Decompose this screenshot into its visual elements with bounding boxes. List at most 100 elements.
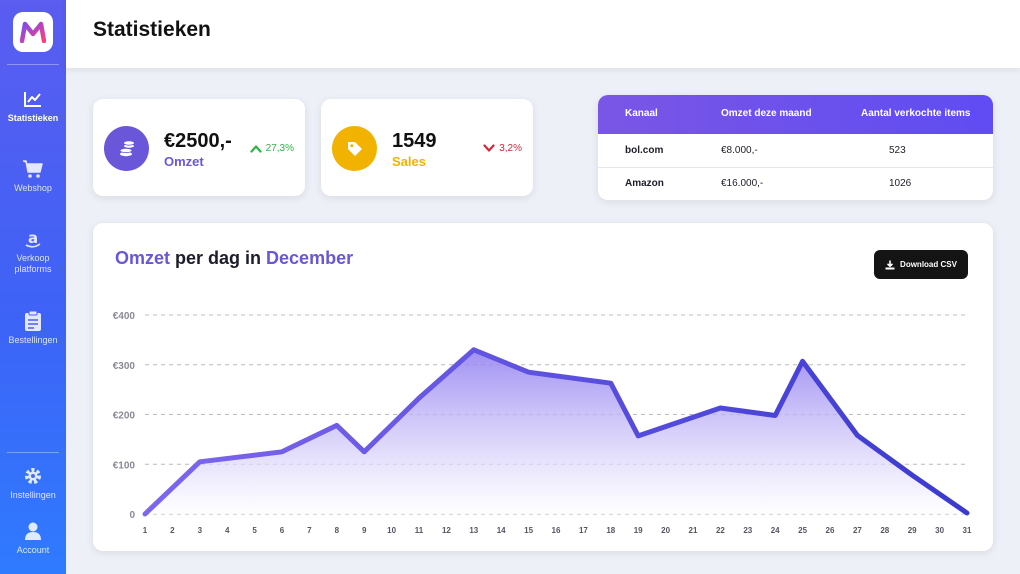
amazon-icon: a xyxy=(22,228,44,250)
kpi-icon-circle xyxy=(104,126,149,171)
data-point xyxy=(526,370,531,375)
download-csv-button[interactable]: Download CSV xyxy=(874,250,968,279)
data-point xyxy=(417,396,422,401)
sidebar-item-verkoop-platforms[interactable]: a Verkoop platforms xyxy=(0,228,66,275)
x-tick-label: 16 xyxy=(552,526,561,535)
sidebar-item-webshop[interactable]: Webshop xyxy=(0,158,66,194)
x-tick-label: 1 xyxy=(143,526,148,535)
cell-channel: bol.com xyxy=(625,145,664,156)
chart-title-metric: Omzet xyxy=(115,248,171,268)
download-icon xyxy=(885,260,895,269)
sidebar-item-bestellingen[interactable]: Bestellingen xyxy=(0,310,66,346)
data-point xyxy=(334,423,339,428)
user-icon xyxy=(22,520,44,542)
table-header: Kanaal Omzet deze maand Aantal verkochte… xyxy=(598,95,993,134)
page-title: Statistieken xyxy=(93,18,211,41)
x-tick-label: 12 xyxy=(442,526,451,535)
top-bar: Statistieken xyxy=(66,0,1020,68)
x-tick-label: 27 xyxy=(853,526,862,535)
data-point xyxy=(362,449,367,454)
channels-table: Kanaal Omzet deze maand Aantal verkochte… xyxy=(598,95,993,200)
x-tick-label: 4 xyxy=(225,526,230,535)
x-tick-label: 15 xyxy=(524,526,533,535)
svg-text:a: a xyxy=(28,229,38,247)
data-point xyxy=(718,406,723,411)
chart-title: Omzet per dag in December xyxy=(115,248,353,269)
data-point xyxy=(855,433,860,438)
x-tick-label: 26 xyxy=(826,526,835,535)
data-point xyxy=(471,347,476,352)
kpi-change-value: 3,2% xyxy=(499,143,522,154)
kpi-value: €2500,- xyxy=(164,130,232,152)
data-point xyxy=(636,433,641,438)
y-tick-label: €200 xyxy=(113,411,136,422)
coins-icon xyxy=(119,139,135,156)
x-tick-label: 13 xyxy=(469,526,478,535)
cell-items: 1026 xyxy=(889,178,912,189)
x-tick-label: 9 xyxy=(362,526,367,535)
kpi-icon-circle xyxy=(332,126,377,171)
x-tick-label: 31 xyxy=(963,526,972,535)
x-tick-label: 10 xyxy=(387,526,396,535)
sidebar-item-label: Instellingen xyxy=(10,490,56,500)
data-point xyxy=(143,512,148,517)
column-header-items: Aantal verkochte items xyxy=(861,108,971,119)
chart-line-icon xyxy=(22,88,44,110)
arrow-down-icon xyxy=(483,144,495,152)
clipboard-icon xyxy=(22,310,44,332)
data-point xyxy=(608,381,613,386)
x-tick-label: 20 xyxy=(661,526,670,535)
sidebar-item-label: Webshop xyxy=(14,183,52,193)
x-tick-label: 8 xyxy=(335,526,340,535)
sidebar-item-statistieken[interactable]: Statistieken xyxy=(0,88,66,124)
data-point xyxy=(910,473,915,478)
cell-items: 523 xyxy=(889,145,906,156)
x-tick-label: 18 xyxy=(606,526,615,535)
sidebar-item-account[interactable]: Account xyxy=(0,520,66,556)
kpi-change-value: 27,3% xyxy=(265,143,294,154)
kpi-label: Omzet xyxy=(164,154,204,169)
cell-revenue: €16.000,- xyxy=(721,178,764,189)
data-point xyxy=(280,449,285,454)
y-tick-label: 0 xyxy=(129,510,135,521)
series-line xyxy=(142,347,970,517)
x-tick-label: 25 xyxy=(798,526,807,535)
y-tick-label: €100 xyxy=(113,460,136,471)
x-tick-label: 5 xyxy=(252,526,257,535)
arrow-up-icon xyxy=(250,145,262,153)
x-tick-label: 11 xyxy=(415,526,424,535)
sidebar-divider xyxy=(7,64,59,65)
x-tick-label: 29 xyxy=(908,526,917,535)
series-area xyxy=(145,349,967,514)
download-csv-label: Download CSV xyxy=(900,260,957,269)
kpi-label: Sales xyxy=(392,154,426,169)
x-tick-label: 17 xyxy=(579,526,588,535)
column-header-kanaal: Kanaal xyxy=(625,108,658,119)
sidebar: Statistieken Webshop a Verkoop platforms… xyxy=(0,0,66,574)
sidebar-divider xyxy=(7,452,59,453)
sidebar-item-instellingen[interactable]: Instellingen xyxy=(0,465,66,501)
x-tick-label: 6 xyxy=(280,526,285,535)
cell-revenue: €8.000,- xyxy=(721,145,758,156)
data-point xyxy=(773,413,778,418)
x-tick-label: 30 xyxy=(935,526,944,535)
app-logo[interactable] xyxy=(13,12,53,52)
x-tick-label: 14 xyxy=(497,526,506,535)
column-header-omzet: Omzet deze maand xyxy=(721,108,812,119)
kpi-card-omzet: €2500,- Omzet 27,3% xyxy=(93,99,305,196)
logo-m-icon xyxy=(20,21,46,43)
kpi-change: 3,2% xyxy=(483,143,522,154)
cart-icon xyxy=(22,158,44,180)
x-tick-label: 19 xyxy=(634,526,643,535)
kpi-card-sales: 1549 Sales 3,2% xyxy=(321,99,533,196)
x-tick-label: 2 xyxy=(170,526,175,535)
x-tick-label: 24 xyxy=(771,526,780,535)
sidebar-item-label: Verkoop platforms xyxy=(14,253,52,274)
x-tick-label: 22 xyxy=(716,526,725,535)
data-point xyxy=(197,459,202,464)
x-tick-label: 3 xyxy=(198,526,203,535)
y-tick-label: €300 xyxy=(113,361,136,372)
cell-channel: Amazon xyxy=(625,178,664,189)
data-point xyxy=(800,359,805,364)
